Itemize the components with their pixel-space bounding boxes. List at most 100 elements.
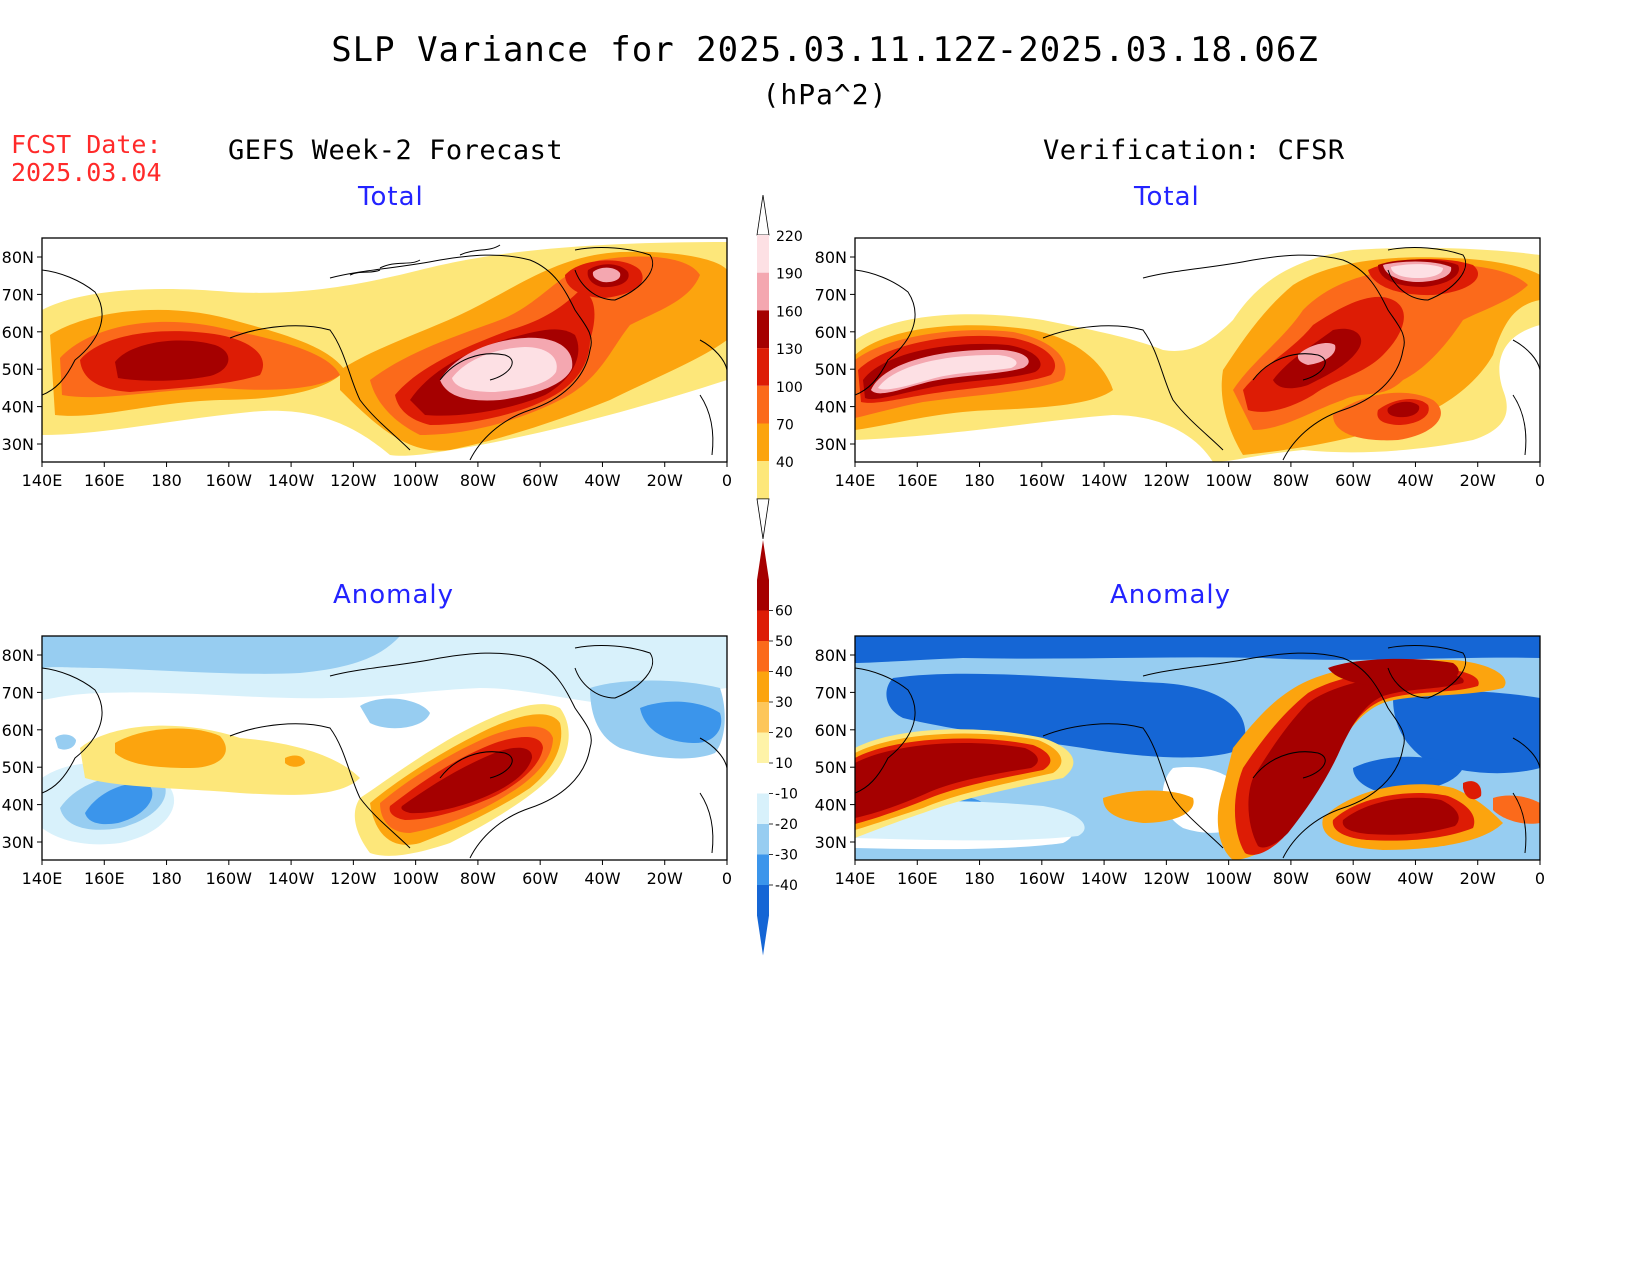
x-tick-label: 60W xyxy=(1335,471,1371,490)
x-tick-label: 160W xyxy=(1019,471,1066,490)
x-tick-label: 0 xyxy=(1535,869,1545,888)
colorbar-swatch xyxy=(757,763,769,794)
x-tick-label: 20W xyxy=(1460,471,1496,490)
verification-anomaly-map: 80N 70N 60N 50N 40N 30N 140E 160E 180 160W 140W 12… xyxy=(815,635,1545,888)
y-tick-label: 60N xyxy=(815,721,847,740)
y-tick-label: 80N xyxy=(2,646,34,665)
forecast-anomaly-x-axis: 140E 160E 180 160W 140W 120W 100W 80W 60W 40W 20W 0 xyxy=(22,860,732,888)
x-tick-label: 120W xyxy=(330,869,377,888)
x-tick-label: 80W xyxy=(460,471,496,490)
x-tick-label: 140E xyxy=(835,869,876,888)
y-tick-label: 80N xyxy=(815,646,847,665)
colorbar-label: 130 xyxy=(776,342,803,358)
forecast-anomaly-map: 80N 70N 60N 50N 40N 30N 140E 160E 180 160W 140W 12… xyxy=(2,635,732,888)
colorbar-label: 100 xyxy=(776,380,803,396)
x-tick-label: 60W xyxy=(1335,869,1371,888)
forecast-total-shading xyxy=(42,238,727,462)
colorbar-swatch xyxy=(757,235,769,273)
colorbar-label: -20 xyxy=(775,817,798,833)
forecast-total-title: Total xyxy=(358,182,424,212)
colorbar-label: 40 xyxy=(775,665,793,681)
x-tick-label: 160W xyxy=(206,471,253,490)
colorbar-label: 40 xyxy=(776,455,794,471)
x-tick-label: 40W xyxy=(584,471,620,490)
colorbar-label: 50 xyxy=(775,634,793,650)
x-tick-label: 140W xyxy=(268,471,315,490)
x-tick-label: 40W xyxy=(584,869,620,888)
colorbar-swatch xyxy=(757,385,769,424)
forecast-anomaly-y-axis: 80N 70N 60N 50N 40N 30N xyxy=(2,646,42,852)
y-tick-label: 70N xyxy=(2,683,34,702)
colorbar-label: -40 xyxy=(775,878,798,894)
forecast-column-title: GEFS Week-2 Forecast xyxy=(228,135,564,166)
colorbar-label: 70 xyxy=(776,418,794,434)
x-tick-label: 160E xyxy=(84,471,125,490)
y-tick-label: 30N xyxy=(2,833,34,852)
colorbar-swatch xyxy=(757,310,769,349)
x-tick-label: 120W xyxy=(1143,471,1190,490)
main-title: SLP Variance for 2025.03.11.12Z-2025.03.… xyxy=(331,30,1319,70)
y-tick-label: 40N xyxy=(2,398,34,417)
y-tick-label: 80N xyxy=(2,248,34,267)
colorbar-swatch xyxy=(757,854,769,886)
verification-total-x-axis: 140E 160E 180 160W 140W 120W 100W 80W 60W 40W 20W 0 xyxy=(835,462,1545,490)
y-tick-label: 40N xyxy=(815,796,847,815)
x-tick-label: 180 xyxy=(964,869,995,888)
x-tick-label: 0 xyxy=(722,471,732,490)
y-tick-label: 30N xyxy=(815,833,847,852)
x-tick-label: 0 xyxy=(722,869,732,888)
colorbar-top-arrow xyxy=(757,540,769,580)
colorbar-label: 220 xyxy=(776,229,803,245)
colorbar-swatch xyxy=(757,732,769,764)
colorbar-bottom-arrow xyxy=(757,915,769,956)
verification-anomaly-title: Anomaly xyxy=(1110,580,1232,610)
colorbar-swatch xyxy=(757,641,769,672)
colorbar-label: -30 xyxy=(775,848,798,864)
x-tick-label: 140W xyxy=(1081,869,1128,888)
fcst-date-value: 2025.03.04 xyxy=(11,158,162,187)
y-tick-label: 30N xyxy=(2,435,34,454)
colorbar-label: 30 xyxy=(775,695,793,711)
x-tick-label: 140E xyxy=(22,471,63,490)
y-tick-label: 60N xyxy=(2,721,34,740)
forecast-total-x-axis: 140E 160E 180 160W 140W 120W 100W 80W 60W 40W 20W 0 xyxy=(22,462,732,490)
x-tick-label: 180 xyxy=(151,869,182,888)
verification-total-shading xyxy=(855,238,1540,462)
x-tick-label: 80W xyxy=(1273,869,1309,888)
colorbar-swatch xyxy=(757,580,769,611)
y-tick-label: 50N xyxy=(2,360,34,379)
x-tick-label: 160E xyxy=(897,471,938,490)
colorbar-swatch xyxy=(757,793,769,825)
colorbar-swatch xyxy=(757,461,769,499)
forecast-anomaly-shading xyxy=(42,636,727,860)
x-tick-label: 20W xyxy=(647,471,683,490)
x-tick-label: 160W xyxy=(206,869,253,888)
colorbar-label: 190 xyxy=(776,267,803,283)
colorbar-swatch xyxy=(757,348,769,386)
y-tick-label: 80N xyxy=(815,248,847,267)
x-tick-label: 140W xyxy=(1081,471,1128,490)
x-tick-label: 0 xyxy=(1535,471,1545,490)
colorbar-swatch xyxy=(757,702,769,733)
x-tick-label: 180 xyxy=(964,471,995,490)
y-tick-label: 70N xyxy=(815,285,847,304)
x-tick-label: 60W xyxy=(522,869,558,888)
y-tick-label: 40N xyxy=(2,796,34,815)
x-tick-label: 100W xyxy=(1205,471,1252,490)
colorbar-top-arrow xyxy=(756,194,770,236)
colorbar-swatch xyxy=(757,610,769,642)
y-tick-label: 70N xyxy=(815,683,847,702)
x-tick-label: 60W xyxy=(522,471,558,490)
colorbar-label: -10 xyxy=(775,787,798,803)
x-tick-label: 140W xyxy=(268,869,315,888)
x-tick-label: 100W xyxy=(392,869,439,888)
x-tick-label: 180 xyxy=(151,471,182,490)
x-tick-label: 160W xyxy=(1019,869,1066,888)
x-tick-label: 120W xyxy=(330,471,377,490)
colorbar-label: 60 xyxy=(775,604,793,620)
forecast-anomaly-title: Anomaly xyxy=(333,580,455,610)
verification-total-y-axis: 80N 70N 60N 50N 40N 30N xyxy=(815,248,855,454)
x-tick-label: 100W xyxy=(1205,869,1252,888)
x-tick-label: 20W xyxy=(647,869,683,888)
x-tick-label: 140E xyxy=(835,471,876,490)
